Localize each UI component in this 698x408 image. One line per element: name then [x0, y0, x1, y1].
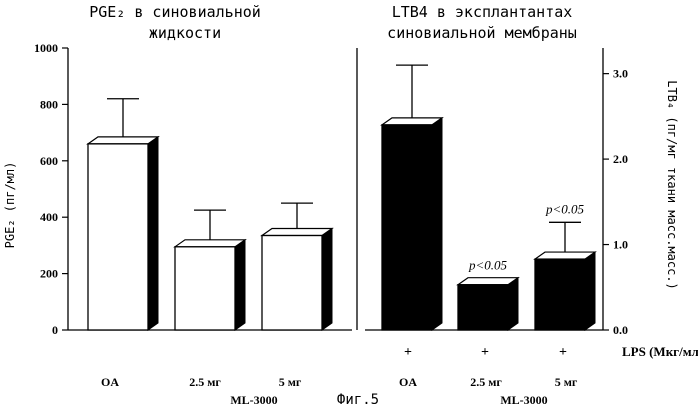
bar-1	[382, 65, 442, 330]
bar-front	[382, 125, 432, 330]
lps-plus-mark: +	[481, 345, 489, 360]
left-y-axis-label: PGE₂ (пг/мл)	[3, 162, 17, 249]
right-bars: p<0.05 p<0.05	[382, 65, 595, 330]
right-group-label: ML-3000	[500, 393, 547, 407]
bar-side	[432, 118, 442, 330]
bar-side	[235, 240, 245, 330]
x-category-label: 2.5 мг	[470, 375, 502, 389]
bar-front	[262, 236, 322, 330]
bar-2	[175, 210, 245, 330]
bar-side	[148, 137, 158, 330]
bar-3	[262, 203, 332, 330]
right-x-labels: OA 2.5 мг 5 мг	[399, 375, 578, 389]
figure: PGE₂ в синовиальной жидкости LTB4 в эксп…	[0, 0, 698, 408]
lps-label: LPS (Мкг/мл)	[622, 344, 698, 359]
p-value-annotation: p<0.05	[468, 258, 508, 273]
bar-front	[175, 247, 235, 330]
lps-row: + + +	[404, 345, 567, 360]
bar-top	[88, 137, 158, 144]
bar-front	[535, 259, 585, 330]
right-chart-title-line1: LTB4 в эксплантантах	[392, 3, 573, 21]
y-tick-label: 400	[40, 210, 58, 224]
y-tick-label: 3.0	[613, 67, 628, 81]
x-category-label: 5 мг	[279, 375, 302, 389]
left-bars	[88, 99, 332, 330]
y-tick-label: 1000	[34, 41, 58, 55]
bar-side	[508, 278, 518, 330]
left-chart-title-line1: PGE₂ в синовиальной	[89, 3, 261, 21]
bar-front	[88, 144, 148, 330]
bar-front	[458, 285, 508, 330]
bar-top	[458, 278, 518, 285]
bar-top	[262, 229, 332, 236]
bar-side	[322, 229, 332, 330]
lps-plus-mark: +	[404, 345, 412, 360]
right-y-axis-label: LTB₄ (пг/мг ткани масс.масс.)	[665, 80, 679, 290]
left-x-labels: OA 2.5 мг 5 мг	[101, 375, 302, 389]
figure-label: Фиг.5	[337, 392, 379, 408]
left-chart-title-line2: жидкости	[149, 24, 221, 42]
y-tick-label: 0	[52, 323, 58, 337]
y-tick-label: 0.0	[613, 323, 628, 337]
x-category-label: 5 мг	[555, 375, 578, 389]
bar-top	[382, 118, 442, 125]
bar-top	[535, 252, 595, 259]
bar-top	[175, 240, 245, 247]
bar-side	[585, 252, 595, 330]
bar-1	[88, 99, 158, 330]
bar-3: p<0.05	[535, 201, 595, 330]
right-chart-title-line2: синовиальной мембраны	[387, 24, 577, 42]
p-value-annotation: p<0.05	[545, 201, 585, 216]
lps-plus-mark: +	[559, 345, 567, 360]
y-tick-label: 800	[40, 97, 58, 111]
x-category-label: 2.5 мг	[189, 375, 221, 389]
x-category-label: OA	[101, 375, 119, 389]
y-tick-label: 600	[40, 154, 58, 168]
x-category-label: OA	[399, 375, 417, 389]
y-tick-label: 200	[40, 267, 58, 281]
bar-2: p<0.05	[458, 258, 518, 330]
left-group-label: ML-3000	[230, 393, 277, 407]
y-tick-label: 1.0	[613, 238, 628, 252]
y-tick-label: 2.0	[613, 152, 628, 166]
